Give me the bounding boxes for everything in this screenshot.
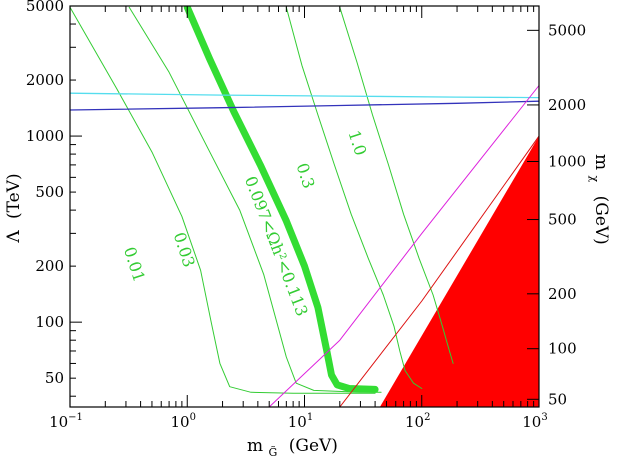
y2-tick-label: 100 (548, 340, 577, 358)
x-axis-sub: G̃ (269, 446, 278, 459)
x-tick-label: 10−1 (49, 412, 83, 431)
y2-tick-label: 500 (548, 211, 577, 229)
curve-label: 0.03 (170, 230, 199, 270)
curves-layer (70, 6, 539, 407)
y2-axis-main: m (591, 154, 611, 170)
x-axis-unit: (GeV) (289, 436, 338, 456)
y2-tick-label: 1000 (548, 153, 586, 171)
x-axis-main: m (247, 436, 263, 456)
y2-tick-label: 5000 (548, 21, 586, 39)
y2-tick-label: 2000 (548, 96, 586, 114)
x-axis-title: m G̃ (GeV) (247, 436, 338, 461)
y-tick-label: 1000 (26, 127, 64, 145)
y-tick-label: 500 (35, 183, 64, 201)
y-axis-unit: (TeV) (4, 173, 24, 219)
y-tick-label: 5000 (26, 0, 64, 15)
curve-label: 0.3 (293, 161, 319, 191)
series-line-3 (285, 6, 423, 389)
x-tick-label: 100 (171, 412, 196, 431)
x-tick-label: 102 (405, 412, 430, 431)
ticks-layer (69, 5, 540, 407)
series-line-2 (183, 6, 379, 393)
series-line-8 (339, 135, 539, 407)
series-line-1 (128, 6, 382, 393)
series-line-7 (268, 85, 539, 407)
y-tick-label: 100 (35, 313, 64, 331)
series-line-0 (70, 6, 376, 394)
y2-axis-sub: χ (588, 176, 601, 183)
y-axis-symbol: Λ (4, 230, 24, 244)
x-tick-label: 103 (522, 412, 547, 431)
y2-axis-title: m χ (GeV) (586, 154, 611, 245)
plot-area (70, 6, 539, 407)
curve-label: 1.0 (344, 128, 370, 158)
series-line-4 (339, 6, 454, 364)
curve-label: 0.01 (120, 245, 149, 285)
excluded-region (379, 136, 539, 407)
y-axis-title: Λ (TeV) (4, 173, 24, 243)
y-tick-label: 50 (45, 369, 64, 387)
x-tick-label: 101 (288, 412, 313, 431)
series-line-6 (70, 100, 539, 111)
y2-axis-unit: (GeV) (591, 196, 611, 245)
y-tick-label: 200 (35, 257, 64, 275)
series-line-5 (70, 92, 539, 99)
y2-tick-label: 200 (548, 285, 577, 303)
y2-tick-label: 50 (548, 390, 567, 408)
y-tick-label: 2000 (26, 71, 64, 89)
